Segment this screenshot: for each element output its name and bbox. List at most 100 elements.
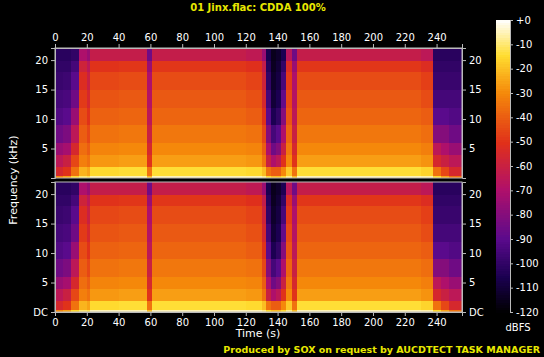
- cell: [55, 194, 63, 206]
- cell: [152, 194, 183, 206]
- cell: [214, 259, 246, 277]
- cell: [214, 143, 246, 155]
- cell: [281, 107, 286, 125]
- cell: [182, 224, 214, 242]
- cell: [63, 259, 71, 277]
- cell: [292, 60, 297, 72]
- tick-mark: [87, 312, 88, 316]
- tick: -110: [510, 282, 539, 293]
- cell: [119, 206, 148, 224]
- cell: [271, 206, 276, 224]
- cell: [449, 182, 462, 195]
- tick: 220: [396, 32, 415, 48]
- tick-mark: [510, 69, 513, 70]
- tick: 15: [462, 84, 482, 95]
- cell: [276, 60, 281, 72]
- tick-label: +0: [516, 15, 531, 26]
- cell: [87, 300, 91, 309]
- tick: 20: [81, 312, 94, 328]
- cell: [119, 166, 148, 175]
- tick: 20: [81, 32, 94, 48]
- cell: [421, 72, 434, 90]
- tick: 40: [113, 312, 126, 328]
- cell: [276, 107, 281, 125]
- cell: [441, 48, 449, 61]
- cell: [281, 166, 286, 175]
- cell: [214, 166, 246, 175]
- tick: 20: [35, 55, 55, 66]
- cell: [79, 288, 87, 300]
- tick: 10: [462, 248, 482, 259]
- cell: [441, 90, 449, 108]
- tick: 120: [237, 312, 256, 328]
- cell: [389, 72, 421, 90]
- cell: [292, 224, 297, 242]
- cell: [152, 182, 183, 195]
- cell: [71, 154, 79, 166]
- cell: [389, 107, 421, 125]
- tick-label: 40: [113, 32, 126, 43]
- tick-mark: [437, 44, 438, 48]
- cell: [214, 277, 246, 289]
- cell: [63, 60, 71, 72]
- cell: [147, 206, 152, 224]
- cell: [152, 259, 183, 277]
- cell: [266, 194, 271, 206]
- cell: [119, 224, 148, 242]
- tick: 20: [462, 55, 482, 66]
- tick-mark: [510, 20, 513, 21]
- cell: [297, 72, 326, 90]
- cell: [357, 143, 389, 155]
- tick-label: 80: [176, 32, 189, 43]
- tick-label: 15: [35, 84, 48, 95]
- cell: [55, 72, 63, 90]
- cell: [147, 60, 152, 72]
- colorbar-step: [496, 20, 510, 23]
- cell: [389, 277, 421, 289]
- cell: [262, 125, 267, 143]
- cell: [147, 166, 152, 175]
- cell: [262, 259, 267, 277]
- tick-mark: [51, 149, 55, 150]
- cell: [266, 166, 271, 175]
- cell: [281, 48, 286, 61]
- cell: [286, 277, 293, 289]
- cell: [90, 300, 119, 309]
- cell: [90, 72, 119, 90]
- cell: [79, 107, 87, 125]
- tick-mark: [87, 44, 88, 48]
- y-axis-right: DC5101520: [462, 183, 484, 318]
- cell: [87, 107, 91, 125]
- cell: [449, 300, 462, 309]
- axis-line: [56, 44, 463, 49]
- cell: [281, 259, 286, 277]
- cell: [55, 259, 63, 277]
- cell: [147, 143, 152, 155]
- tick-mark: [462, 224, 466, 225]
- cell: [63, 206, 71, 224]
- cell: [262, 182, 267, 195]
- cell: [246, 166, 262, 175]
- tick: 200: [364, 32, 383, 48]
- cell: [214, 125, 246, 143]
- cell: [147, 224, 152, 242]
- cell: [281, 182, 286, 195]
- cell: [147, 154, 152, 166]
- cell: [421, 206, 434, 224]
- cell: [421, 60, 434, 72]
- tick: -80: [510, 209, 532, 220]
- cell: [421, 125, 434, 143]
- cell: [55, 90, 63, 108]
- chart: 51015205101520DC5101520DC510152002040608…: [0, 0, 544, 357]
- tick: 100: [205, 32, 224, 48]
- tick: -40: [510, 112, 532, 123]
- cell: [147, 107, 152, 125]
- cell: [433, 224, 441, 242]
- tick-mark: [341, 44, 342, 48]
- cell: [433, 125, 441, 143]
- cell: [262, 90, 267, 108]
- cell: [357, 154, 389, 166]
- cell: [55, 300, 63, 309]
- cell: [325, 259, 357, 277]
- cell: [433, 288, 441, 300]
